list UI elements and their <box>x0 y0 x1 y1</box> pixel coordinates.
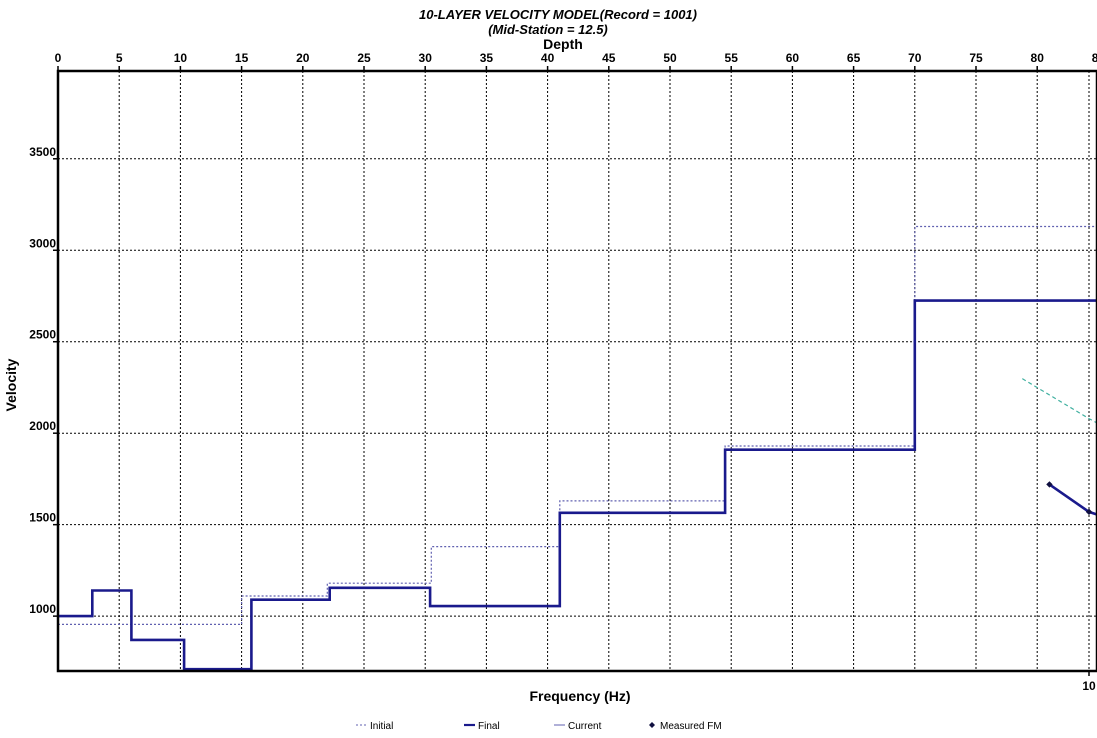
y-axis-label: Velocity <box>3 358 19 411</box>
depth-tick-label: 50 <box>663 51 677 65</box>
series-dispersion-curve <box>1048 483 1097 516</box>
depth-tick-label: 55 <box>725 51 739 65</box>
depth-tick-label: 60 <box>786 51 800 65</box>
velocity-tick-label: 2000 <box>29 419 56 433</box>
series-final-profile <box>58 299 1097 671</box>
top-axis-label: Depth <box>543 36 583 52</box>
depth-tick-label: 85 <box>1092 51 1097 65</box>
depth-tick-label: 0 <box>55 51 62 65</box>
velocity-tick-label: 3000 <box>29 236 56 250</box>
chart-title: 10-LAYER VELOCITY MODEL(Record = 1001) <box>419 7 697 22</box>
legend-entry-initial: Initial <box>356 721 393 732</box>
depth-tick-label: 5 <box>116 51 123 65</box>
plot-frame <box>56 69 1097 673</box>
legend-entry-final: Final <box>464 721 500 732</box>
velocity-tick-label: 2500 <box>29 328 56 342</box>
legend-label: Measured FM <box>660 721 722 732</box>
depth-tick-label: 35 <box>480 51 494 65</box>
x-axis-label: Frequency (Hz) <box>529 688 630 704</box>
depth-tick-label: 75 <box>969 51 983 65</box>
measured-fm-point <box>1085 508 1093 516</box>
depth-tick-label: 70 <box>908 51 922 65</box>
series-initial-profile <box>58 225 1097 626</box>
velocity-tick-label: 1000 <box>29 602 56 616</box>
frequency-tick-label: 10 <box>1082 679 1096 693</box>
depth-tick-label: 80 <box>1031 51 1045 65</box>
legend-label: Current <box>568 721 602 732</box>
axis-ticks: 0510152025303540455055606570758085333028… <box>29 51 1097 693</box>
depth-tick-label: 10 <box>174 51 188 65</box>
grid-lines <box>58 71 1097 671</box>
legend-swatch-measured <box>649 722 655 728</box>
velocity-tick-label: 1500 <box>29 511 56 525</box>
depth-tick-label: 20 <box>296 51 310 65</box>
legend: Initial Final Current Measured FM <box>356 721 722 732</box>
depth-tick-label: 65 <box>847 51 861 65</box>
legend-label: Initial <box>370 721 393 732</box>
depth-tick-label: 40 <box>541 51 555 65</box>
chart-subtitle: (Mid-Station = 12.5) <box>488 22 608 37</box>
legend-entry-measured-fm: Measured FM <box>649 721 722 732</box>
series-current-curve <box>1021 377 1097 424</box>
series-layer <box>58 225 1097 671</box>
depth-tick-label: 45 <box>602 51 616 65</box>
depth-tick-label: 15 <box>235 51 249 65</box>
velocity-tick-label: 3500 <box>29 145 56 159</box>
depth-tick-label: 30 <box>419 51 433 65</box>
measured-fm-point <box>1046 481 1053 488</box>
legend-entry-current: Current <box>554 721 602 732</box>
legend-label: Final <box>478 721 500 732</box>
depth-tick-label: 25 <box>357 51 371 65</box>
